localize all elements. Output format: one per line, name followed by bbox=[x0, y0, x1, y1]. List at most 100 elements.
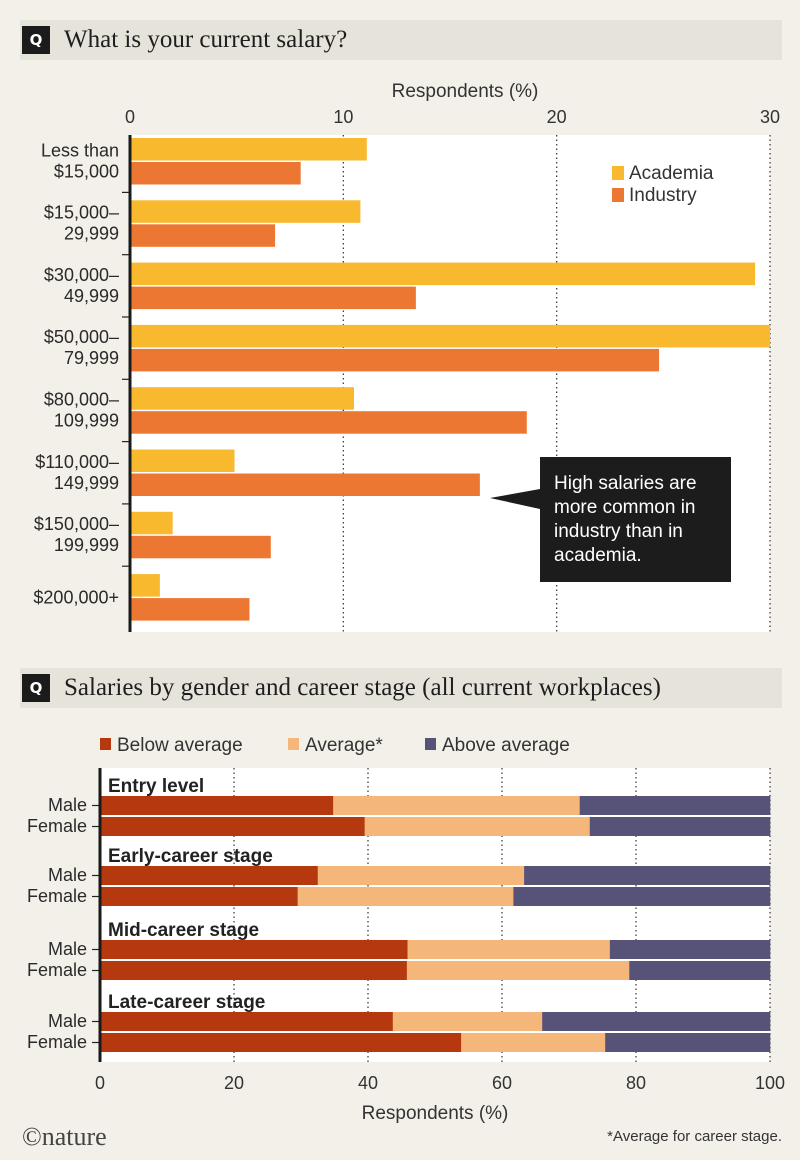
stack-segment bbox=[333, 796, 581, 815]
academia-bar bbox=[130, 574, 160, 597]
stack-segment bbox=[100, 866, 319, 885]
stack-segment bbox=[629, 961, 771, 980]
legend-swatch bbox=[612, 188, 624, 202]
x-tick-label: 100 bbox=[755, 1073, 785, 1093]
category-label: $50,000– bbox=[44, 327, 119, 347]
stage-label: Late-career stage bbox=[108, 992, 265, 1013]
stack-segment bbox=[407, 940, 611, 959]
x-axis-title: Respondents (%) bbox=[362, 1103, 509, 1124]
callout-box bbox=[540, 457, 731, 582]
stage-label: Entry level bbox=[108, 776, 204, 797]
x-tick-label: 30 bbox=[760, 107, 780, 127]
x-tick-label: 0 bbox=[95, 1073, 105, 1093]
stack-segment bbox=[579, 796, 771, 815]
category-label: $15,000 bbox=[54, 161, 119, 181]
callout-pointer bbox=[490, 489, 540, 509]
legend-label: Below average bbox=[117, 735, 243, 756]
stack-segment bbox=[100, 940, 408, 959]
category-label: $15,000– bbox=[44, 203, 119, 223]
category-label: Less than bbox=[41, 140, 119, 160]
academia-bar bbox=[130, 200, 361, 223]
category-label: 109,999 bbox=[54, 410, 119, 430]
stack-segment bbox=[100, 961, 408, 980]
x-tick-label: 80 bbox=[626, 1073, 646, 1093]
industry-bar bbox=[130, 535, 271, 559]
x-tick-label: 0 bbox=[125, 107, 135, 127]
stack-segment bbox=[542, 1012, 771, 1031]
category-label: 199,999 bbox=[54, 535, 119, 555]
callout-text: academia. bbox=[554, 545, 642, 566]
question-header-2: Q Salaries by gender and career stage (a… bbox=[20, 668, 782, 708]
footnote: *Average for career stage. bbox=[607, 1128, 782, 1145]
stack-segment bbox=[605, 1033, 771, 1052]
category-label: $150,000– bbox=[34, 514, 119, 534]
stack-segment bbox=[524, 866, 771, 885]
question-badge: Q bbox=[22, 674, 50, 702]
category-label: 29,999 bbox=[64, 224, 119, 244]
academia-bar bbox=[130, 449, 235, 472]
academia-bar bbox=[130, 387, 354, 410]
stack-segment bbox=[406, 961, 630, 980]
x-tick-label: 10 bbox=[333, 107, 353, 127]
category-label: $200,000+ bbox=[33, 587, 119, 607]
industry-bar bbox=[130, 598, 250, 621]
legend-swatch bbox=[425, 738, 436, 750]
stack-segment bbox=[100, 1033, 462, 1052]
stack-segment bbox=[589, 817, 771, 836]
row-label: Male bbox=[48, 795, 87, 815]
stack-segment bbox=[100, 817, 365, 836]
category-label: 79,999 bbox=[64, 348, 119, 368]
row-label: Male bbox=[48, 939, 87, 959]
x-tick-label: 40 bbox=[358, 1073, 378, 1093]
stage-label: Mid-career stage bbox=[108, 920, 259, 941]
industry-bar bbox=[130, 224, 276, 247]
stack-segment bbox=[297, 887, 514, 906]
academia-bar bbox=[130, 138, 367, 161]
x-tick-label: 60 bbox=[492, 1073, 512, 1093]
industry-bar bbox=[130, 162, 301, 185]
category-label: 149,999 bbox=[54, 473, 119, 493]
legend-swatch bbox=[612, 166, 624, 180]
industry-bar bbox=[130, 411, 527, 434]
stack-segment bbox=[609, 940, 771, 959]
legend-swatch bbox=[288, 738, 299, 750]
callout-text: industry than in bbox=[554, 521, 683, 542]
callout-text: more common in bbox=[554, 497, 696, 518]
legend-label: Above average bbox=[442, 735, 570, 756]
academia-bar bbox=[130, 324, 770, 348]
row-label: Male bbox=[48, 1011, 87, 1031]
legend-label: Average* bbox=[305, 735, 383, 756]
x-axis-title: Respondents (%) bbox=[392, 81, 539, 102]
stack-segment bbox=[100, 1012, 394, 1031]
legend-label: Industry bbox=[629, 185, 697, 206]
academia-bar bbox=[130, 511, 173, 535]
category-label: $30,000– bbox=[44, 265, 119, 285]
stack-segment bbox=[100, 796, 334, 815]
row-label: Female bbox=[27, 1032, 87, 1052]
stage-label: Early-career stage bbox=[108, 846, 273, 867]
stack-segment bbox=[100, 887, 298, 906]
stack-segment bbox=[317, 866, 525, 885]
question-badge: Q bbox=[22, 26, 50, 54]
stack-segment bbox=[364, 817, 591, 836]
question-title: Salaries by gender and career stage (all… bbox=[64, 674, 661, 701]
x-tick-label: 20 bbox=[547, 107, 567, 127]
x-tick-label: 20 bbox=[224, 1073, 244, 1093]
nature-logo: ©nature bbox=[22, 1122, 107, 1151]
question-header-1: Q What is your current salary? bbox=[20, 20, 782, 60]
stack-segment bbox=[461, 1033, 606, 1052]
stack-segment bbox=[392, 1012, 543, 1031]
industry-bar bbox=[130, 473, 480, 496]
row-label: Female bbox=[27, 886, 87, 906]
category-label: $80,000– bbox=[44, 389, 119, 409]
legend-swatch bbox=[100, 738, 111, 750]
row-label: Male bbox=[48, 865, 87, 885]
category-label: 49,999 bbox=[64, 286, 119, 306]
industry-bar bbox=[130, 286, 416, 310]
category-label: $110,000– bbox=[35, 452, 119, 472]
salary-chart: Respondents (%) 0 10 20 30 Less than$15,000 $1… bbox=[33, 81, 780, 632]
stack-segment bbox=[513, 887, 771, 906]
question-title: What is your current salary? bbox=[64, 26, 348, 53]
row-label: Female bbox=[27, 816, 87, 836]
